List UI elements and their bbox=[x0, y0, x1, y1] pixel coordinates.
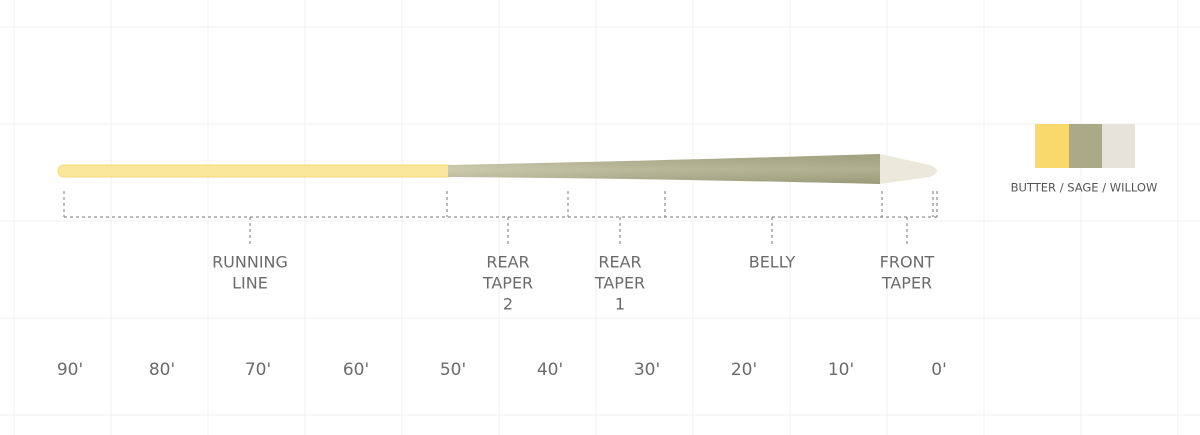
section-label: LINE bbox=[232, 274, 268, 293]
section-label: 2 bbox=[503, 295, 513, 314]
ruler-label: 70' bbox=[245, 360, 271, 380]
section-brackets bbox=[63, 191, 940, 246]
section-label: REAR bbox=[486, 253, 529, 272]
section-label: RUNNING bbox=[212, 253, 288, 272]
legend-label: BUTTER / SAGE / WILLOW bbox=[1011, 181, 1158, 195]
ruler-label: 10' bbox=[828, 360, 854, 380]
ruler-label: 0' bbox=[931, 360, 947, 380]
fly-line bbox=[57, 154, 937, 184]
front-taper-tip bbox=[880, 154, 937, 184]
running-line bbox=[57, 164, 455, 178]
swatch-willow bbox=[1102, 124, 1135, 168]
legend-swatches bbox=[1035, 124, 1135, 168]
section-label: BELLY bbox=[749, 253, 796, 272]
ruler-label: 90' bbox=[57, 360, 83, 380]
ruler-label: 30' bbox=[634, 360, 660, 380]
ruler-label: 50' bbox=[440, 360, 466, 380]
section-label: TAPER bbox=[482, 274, 533, 293]
section-label: FRONT bbox=[880, 253, 935, 272]
ruler-label: 60' bbox=[343, 360, 369, 380]
ruler-label: 20' bbox=[731, 360, 757, 380]
ruler: 90' 80' 70' 60' 50' 40' 30' 20' 10' 0' bbox=[57, 360, 947, 380]
swatch-butter bbox=[1035, 124, 1069, 168]
section-label: TAPER bbox=[594, 274, 645, 293]
section-label: 1 bbox=[615, 295, 625, 314]
section-labels: RUNNING LINE REAR TAPER 2 REAR TAPER 1 BELLY FRON… bbox=[212, 253, 934, 314]
ruler-label: 40' bbox=[537, 360, 563, 380]
ruler-label: 80' bbox=[149, 360, 175, 380]
taper-shade bbox=[448, 154, 880, 184]
section-label: REAR bbox=[598, 253, 641, 272]
swatch-sage bbox=[1069, 124, 1102, 168]
section-label: TAPER bbox=[881, 274, 932, 293]
